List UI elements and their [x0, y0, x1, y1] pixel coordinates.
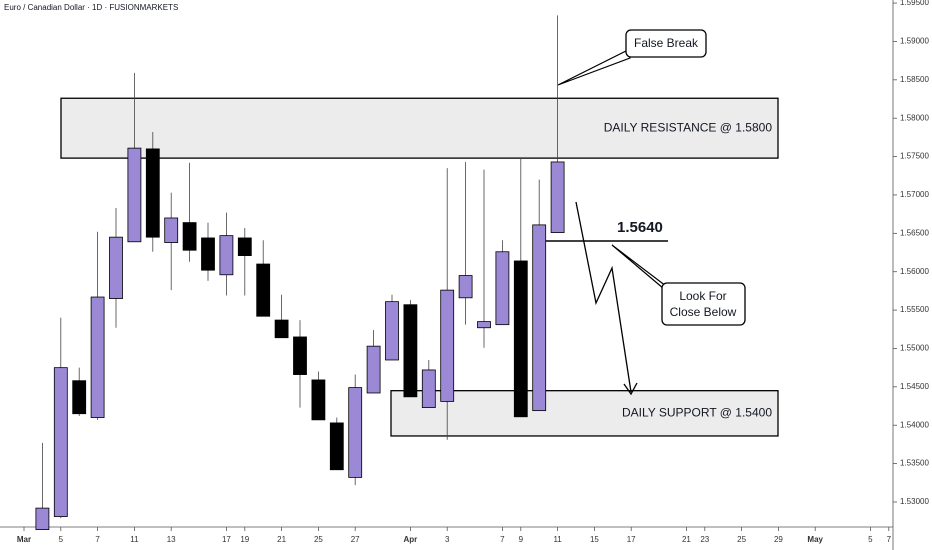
candle-body [127, 147, 142, 243]
candle-body [385, 301, 399, 361]
candle-body [440, 289, 455, 402]
x-tick-label: 11 [130, 535, 139, 544]
x-tick-label: Apr [404, 535, 418, 544]
zone-label: DAILY RESISTANCE @ 1.5800 [604, 120, 773, 134]
y-tick-label: 1.58500 [900, 75, 929, 84]
y-tick-label: 1.55500 [900, 305, 929, 314]
candle-body [274, 319, 289, 339]
look-for-box [661, 282, 746, 326]
x-tick-label: 23 [700, 535, 709, 544]
zone [390, 390, 779, 437]
zone-label: DAILY SUPPORT @ 1.5400 [622, 405, 772, 419]
candle-body [182, 222, 197, 251]
x-tick-label: 27 [351, 535, 360, 544]
candle-body [35, 507, 50, 531]
x-tick-label: 13 [167, 535, 176, 544]
candle-body [311, 379, 326, 421]
y-tick-label: 1.59000 [900, 37, 929, 46]
candle-body [237, 237, 252, 256]
x-tick-label: 29 [774, 535, 783, 544]
x-tick-label: 21 [277, 535, 286, 544]
y-tick-label: 1.53500 [900, 459, 929, 468]
candle-body [145, 148, 160, 238]
candle-body [53, 367, 68, 517]
arrow-head [623, 382, 638, 396]
candle-body [458, 275, 473, 299]
candle-body [201, 237, 215, 271]
candle-body [348, 387, 363, 478]
y-tick-label: 1.58000 [900, 113, 929, 122]
x-tick-label: 17 [627, 535, 636, 544]
candles [35, 15, 565, 531]
zone [60, 97, 779, 159]
x-tick-label: 19 [240, 535, 249, 544]
candle-body [164, 217, 179, 243]
x-tick-label: 17 [222, 535, 231, 544]
candle-body [532, 224, 547, 412]
axes: 1.59500 1.59000 1.58500 1.58000 1.57500 1.570… [17, 0, 930, 544]
candle-body [403, 304, 418, 398]
x-tick-label: 7 [887, 535, 892, 544]
x-tick-label: 11 [553, 535, 562, 544]
look-for-pointer [611, 244, 671, 295]
y-tick-label: 1.55000 [900, 344, 929, 353]
x-tick-label: 15 [590, 535, 599, 544]
close-below-text: Close Below [670, 305, 737, 319]
y-tick-label: 1.57500 [900, 152, 929, 161]
false-break-text: False Break [634, 36, 699, 50]
x-tick-label: 3 [445, 535, 450, 544]
candle-body [513, 260, 528, 418]
x-tick-label: 9 [519, 535, 524, 544]
x-tick-label: 25 [314, 535, 323, 544]
candle-body [495, 251, 510, 326]
x-tick-label: Mar [17, 535, 31, 544]
chart-title: Euro / Canadian Dollar · 1D · FUSIONMARK… [4, 3, 178, 12]
level-label: 1.5640 [617, 219, 663, 236]
false-break-box [625, 29, 707, 58]
x-tick-label: 7 [95, 535, 100, 544]
candle-body [421, 369, 436, 408]
candle-body [329, 422, 344, 471]
candle-body [219, 235, 234, 276]
candle-body [477, 321, 491, 329]
x-tick-label: 21 [682, 535, 691, 544]
y-tick-label: 1.57000 [900, 190, 929, 199]
x-tick-label: May [807, 535, 823, 544]
candle-body [72, 380, 87, 415]
candle-body [550, 161, 565, 233]
projection-arrow [575, 201, 632, 393]
y-tick-label: 1.53000 [900, 497, 929, 506]
x-tick-label: 25 [737, 535, 746, 544]
candle-body [90, 296, 105, 418]
y-tick-label: 1.56000 [900, 267, 929, 276]
false-break-pointer [557, 49, 631, 86]
zones: DAILY RESISTANCE @ 1.5800 DAILY SUPPORT @… [60, 97, 779, 437]
candle-body [366, 345, 381, 394]
y-tick-label: 1.54000 [900, 420, 929, 429]
y-tick-label: 1.59500 [900, 0, 929, 7]
candle-body [256, 263, 271, 317]
x-tick-label: 5 [59, 535, 64, 544]
y-tick-label: 1.54500 [900, 382, 929, 391]
y-tick-label: 1.56500 [900, 228, 929, 237]
candle-body [293, 336, 307, 375]
x-tick-label: 5 [868, 535, 873, 544]
look-for-text: Look For [679, 289, 726, 303]
candle-body [109, 236, 123, 299]
x-tick-label: 7 [500, 535, 505, 544]
